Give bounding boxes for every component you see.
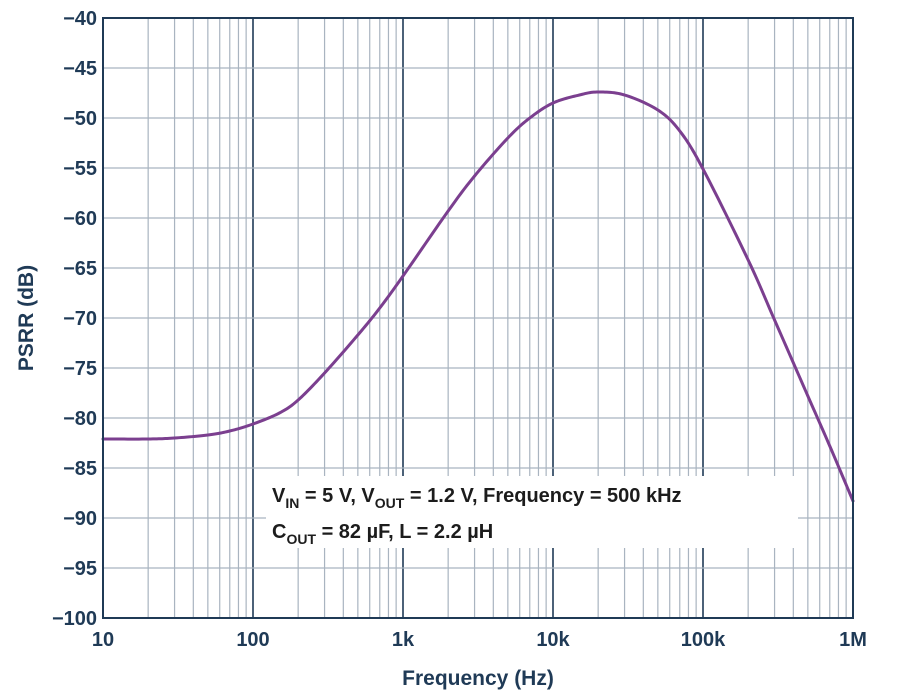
y-tick-label: −50: [63, 108, 97, 130]
anno-cout-sub: OUT: [286, 531, 316, 547]
y-tick-label: −90: [63, 508, 97, 530]
plot-frame: [102, 17, 854, 619]
annotation-line-2: COUT = 82 µF, L = 2.2 µH: [272, 521, 493, 547]
x-tick-label: 1M: [839, 629, 867, 651]
x-tick-label: 100k: [681, 629, 726, 651]
y-tick-label: −85: [63, 458, 97, 480]
y-axis-ticks: −40 −45 −50 −55 −60 −65 −70 −75 −80 −85 −90 −95 −100: [52, 8, 97, 630]
anno-cout-c: C: [272, 521, 286, 543]
annotation-line-1: VIN = 5 V, VOUT = 1.2 V, Frequency = 500…: [272, 485, 682, 511]
y-tick-label: −65: [63, 258, 97, 280]
y-axis-title: PSRR (dB): [15, 265, 38, 371]
anno-vout-sub: OUT: [375, 495, 405, 511]
psrr-series-line: [101, 90, 855, 503]
x-tick-label: 10: [92, 629, 114, 651]
x-axis-title: Frequency (Hz): [402, 667, 554, 690]
x-tick-label: 100: [236, 629, 269, 651]
x-tick-label: 1k: [392, 629, 415, 651]
y-tick-label: −45: [63, 58, 97, 80]
x-axis-ticks: 10 100 1k 10k 100k 1M: [92, 629, 867, 651]
annotation-box: [266, 476, 798, 548]
y-tick-label: −80: [63, 408, 97, 430]
anno-line2-rest: = 82 µF, L = 2.2 µH: [316, 521, 493, 543]
anno-vin-sub: IN: [285, 495, 299, 511]
y-tick-label: −95: [63, 558, 97, 580]
y-tick-label: −70: [63, 308, 97, 330]
y-tick-label: −75: [63, 358, 97, 380]
anno-line1-rest: = 1.2 V, Frequency = 500 kHz: [404, 485, 681, 507]
x-tick-label: 10k: [536, 629, 570, 651]
y-tick-label: −100: [52, 608, 97, 630]
y-tick-label: −40: [63, 8, 97, 30]
anno-vin-v: V: [272, 485, 286, 507]
anno-mid: = 5 V, V: [299, 485, 375, 507]
y-tick-label: −60: [63, 208, 97, 230]
y-tick-label: −55: [63, 158, 97, 180]
